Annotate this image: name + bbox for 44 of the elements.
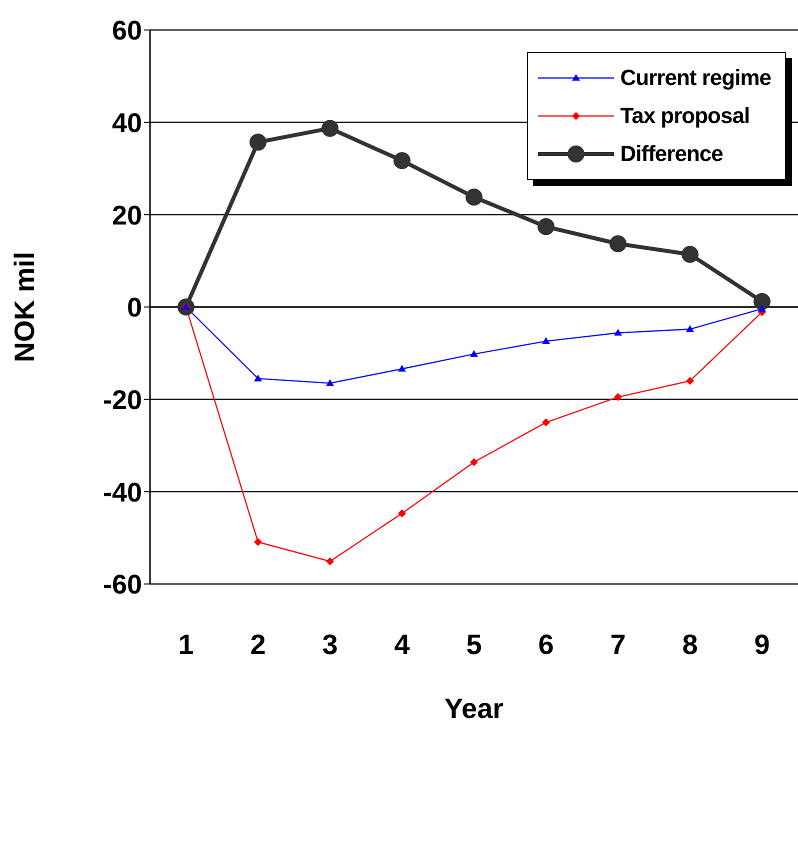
point (610, 235, 626, 252)
point (470, 350, 478, 357)
x-tick-label: 8 (682, 629, 698, 660)
point (542, 337, 550, 344)
point (322, 120, 338, 137)
y-axis-title: NOK mil (8, 252, 40, 362)
y-tick-label: -40 (102, 477, 142, 508)
x-tick-label: 2 (250, 629, 266, 660)
y-tick-label: 20 (112, 200, 142, 230)
y-tick-label: 60 (112, 16, 142, 46)
point (686, 376, 694, 385)
point (398, 364, 406, 372)
point (254, 374, 262, 382)
legend-label: Difference (620, 141, 723, 167)
point (758, 304, 766, 312)
point (326, 379, 334, 386)
point (686, 325, 694, 332)
legend-label: Tax proposal (620, 103, 750, 129)
point (542, 418, 550, 426)
point (394, 152, 410, 170)
y-tick-label: 40 (112, 108, 142, 138)
x-tick-label: 4 (394, 629, 410, 660)
x-tick-label: 5 (466, 629, 482, 660)
point (326, 557, 334, 566)
point (250, 134, 266, 151)
x-tick-label: 1 (178, 629, 194, 660)
point (398, 509, 406, 518)
point (614, 393, 622, 402)
y-tick-label: -60 (102, 570, 142, 600)
y-tick-label: -20 (102, 384, 142, 415)
x-tick-label: 6 (538, 629, 554, 660)
x-axis-title: Year (444, 693, 504, 724)
point (254, 538, 262, 546)
x-tick-label: 9 (754, 629, 770, 660)
legend-label: Current regime (620, 65, 771, 91)
point (470, 458, 478, 466)
point (682, 246, 698, 263)
point (614, 328, 622, 336)
point (538, 218, 554, 236)
x-tick-label: 3 (322, 629, 338, 660)
y-tick-label: 0 (126, 292, 142, 323)
x-tick-label: 7 (610, 629, 626, 660)
point (466, 188, 482, 206)
point (754, 292, 770, 310)
